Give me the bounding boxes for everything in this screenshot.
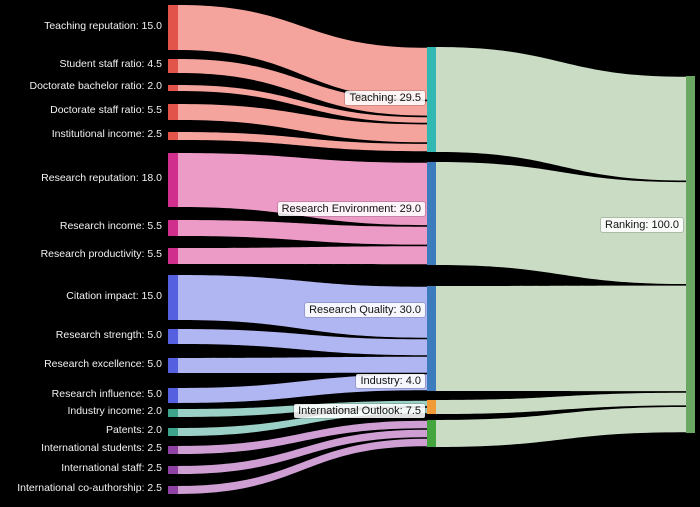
node-label-research_influence: Research influence: 5.0 bbox=[51, 387, 162, 400]
sankey-link-research_strength-to-research_quality bbox=[178, 329, 427, 356]
sankey-link-international_staff-to-international_outlook bbox=[178, 429, 427, 474]
sankey-node-research_quality bbox=[427, 286, 436, 391]
sankey-link-international_students-to-international_outlook bbox=[178, 420, 427, 454]
node-label-industry: Industry: 4.0 bbox=[356, 374, 425, 389]
node-label-international_outlook: International Outlook: 7.5 bbox=[294, 404, 425, 419]
node-label-doctorate_staff_ratio: Doctorate staff ratio: 5.5 bbox=[50, 104, 162, 116]
node-label-research_strength: Research strength: 5.0 bbox=[55, 328, 162, 341]
sankey-node-research_environment bbox=[427, 162, 436, 265]
node-label-international_coauthorship: International co-authorship: 2.5 bbox=[17, 482, 162, 494]
sankey-link-research_productivity-to-research_environment bbox=[178, 246, 427, 265]
node-label-research_excellence: Research excellence: 5.0 bbox=[44, 357, 162, 370]
node-label-international_students: International students: 2.5 bbox=[41, 442, 162, 454]
sankey-node-institutional_income bbox=[168, 132, 178, 140]
sankey-node-international_coauthorship bbox=[168, 486, 178, 494]
sankey-link-industry-to-ranking bbox=[436, 392, 686, 414]
sankey-node-research_influence bbox=[168, 388, 178, 403]
node-label-citation_impact: Citation impact: 15.0 bbox=[66, 289, 162, 302]
sankey-node-teaching bbox=[427, 47, 436, 152]
node-label-research_environment: Research Environment: 29.0 bbox=[277, 202, 425, 217]
sankey-node-ranking bbox=[686, 76, 695, 433]
sankey-link-teaching-to-ranking bbox=[436, 47, 686, 181]
sankey-link-research_excellence-to-research_quality bbox=[178, 356, 427, 373]
node-label-research_quality: Research Quality: 30.0 bbox=[305, 303, 425, 318]
node-label-patents: Patents: 2.0 bbox=[105, 424, 162, 436]
node-label-doctorate_bachelor_ratio: Doctorate bachelor ratio: 2.0 bbox=[29, 80, 163, 92]
node-label-research_income: Research income: 5.5 bbox=[59, 220, 162, 232]
node-label-teaching_reputation: Teaching reputation: 15.0 bbox=[44, 19, 162, 32]
sankey-node-teaching_reputation bbox=[168, 5, 178, 50]
sankey-node-patents bbox=[168, 428, 178, 436]
sankey-node-international_students bbox=[168, 446, 178, 454]
sankey-node-international_outlook bbox=[427, 420, 436, 447]
sankey-node-research_productivity bbox=[168, 248, 178, 264]
node-label-student_staff_ratio: Student staff ratio: 4.5 bbox=[59, 58, 162, 70]
sankey-link-citation_impact-to-research_quality bbox=[178, 275, 427, 338]
sankey-link-international_outlook-to-ranking bbox=[436, 407, 686, 447]
sankey-node-doctorate_bachelor_ratio bbox=[168, 85, 178, 91]
sankey-node-international_staff bbox=[168, 466, 178, 474]
sankey-node-industry bbox=[427, 400, 436, 414]
node-label-research_productivity: Research productivity: 5.5 bbox=[40, 248, 162, 260]
sankey-link-doctorate_bachelor_ratio-to-teaching bbox=[178, 85, 427, 123]
node-label-research_reputation: Research reputation: 18.0 bbox=[41, 172, 162, 184]
sankey-node-research_income bbox=[168, 220, 178, 236]
sankey-link-teaching_reputation-to-teaching bbox=[178, 5, 427, 100]
node-label-industry_income: Industry income: 2.0 bbox=[67, 405, 162, 417]
sankey-node-research_excellence bbox=[168, 358, 178, 373]
node-label-ranking: Ranking: 100.0 bbox=[601, 218, 683, 233]
sankey-node-research_reputation bbox=[168, 153, 178, 207]
node-label-institutional_income: Institutional income: 2.5 bbox=[51, 128, 162, 140]
sankey-node-citation_impact bbox=[168, 275, 178, 320]
sankey-link-research_income-to-research_environment bbox=[178, 220, 427, 245]
sankey-link-institutional_income-to-teaching bbox=[178, 132, 427, 152]
sankey-node-doctorate_staff_ratio bbox=[168, 104, 178, 120]
node-label-teaching: Teaching: 29.5 bbox=[345, 91, 425, 106]
sankey-link-research_environment-to-ranking bbox=[436, 162, 686, 285]
sankey-node-student_staff_ratio bbox=[168, 59, 178, 73]
sankey-node-research_strength bbox=[168, 329, 178, 344]
sankey-link-research_quality-to-ranking bbox=[436, 285, 686, 392]
sankey-link-international_coauthorship-to-international_outlook bbox=[178, 438, 427, 494]
sankey-link-doctorate_staff_ratio-to-teaching bbox=[178, 104, 427, 143]
node-label-international_staff: International staff: 2.5 bbox=[61, 462, 162, 474]
sankey-node-industry_income bbox=[168, 409, 178, 417]
